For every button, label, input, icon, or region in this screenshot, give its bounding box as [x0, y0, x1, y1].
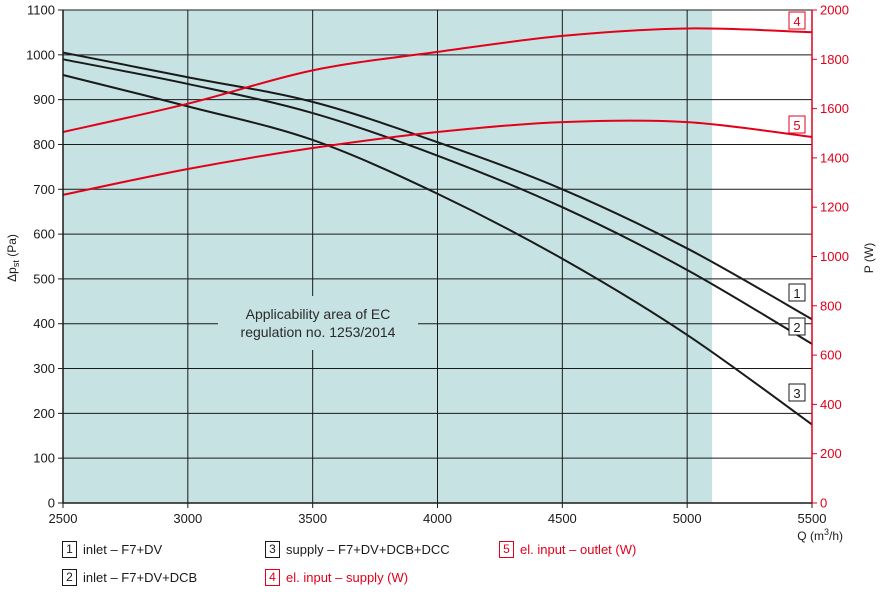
- x-tick-label: 3500: [298, 511, 327, 526]
- y-right-tick-label: 400: [820, 397, 842, 412]
- legend-label-3: supply – F7+DV+DCB+DCC: [286, 542, 450, 557]
- x-tick-label: 5500: [798, 511, 827, 526]
- x-tick-label: 2500: [49, 511, 78, 526]
- legend-item-2: 2 inlet – F7+DV+DCB: [62, 569, 197, 586]
- curve-tag-5: 5: [793, 118, 800, 133]
- curve-tag-box-3: [788, 383, 806, 402]
- legend-badge-2: 2: [62, 569, 77, 586]
- y-left-tick-label: 1000: [26, 47, 55, 62]
- legend-item-4: 4 el. input – supply (W): [265, 569, 408, 586]
- y-left-tick-label: 700: [33, 182, 55, 197]
- x-tick-label: 3000: [173, 511, 202, 526]
- y-right-tick-label: 1000: [820, 249, 849, 264]
- legend-label-4: el. input – supply (W): [286, 570, 409, 585]
- legend-badge-3: 3: [265, 541, 280, 558]
- y-left-tick-label: 0: [48, 496, 55, 511]
- y-right-tick-label: 2000: [820, 3, 849, 18]
- curve-tag-4: 4: [793, 14, 800, 29]
- x-tick-label: 4500: [548, 511, 577, 526]
- area-label-line2: regulation no. 1253/2014: [240, 324, 396, 340]
- y-right-tick-label: 1800: [820, 52, 849, 67]
- y-axis-right-label: P (W): [862, 243, 876, 273]
- curve-tag-box-4: [788, 11, 806, 30]
- y-right-tick-label: 1600: [820, 101, 849, 116]
- y-right-tick-label: 0: [820, 496, 827, 511]
- series-line-1: [62, 51, 813, 321]
- legend-item-1: 1 inlet – F7+DV: [62, 541, 162, 558]
- curve-tag-box-2: [788, 317, 806, 336]
- curve-tag-3: 3: [793, 386, 800, 401]
- y-left-tick-label: 200: [33, 406, 55, 421]
- legend-label-5: el. input – outlet (W): [520, 542, 637, 557]
- legend-badge-5: 5: [499, 541, 514, 558]
- tick-labels: 2500 3000 3500 4000 4500 5000 5500010020030040…: [26, 3, 849, 527]
- y-left-tick-label: 500: [33, 271, 55, 286]
- grid: [62, 9, 813, 504]
- y-axis-left-label: Δpst (Pa): [5, 234, 21, 282]
- series-line-4: [62, 27, 813, 133]
- y-right-tick-label: 1400: [820, 150, 849, 165]
- curve-tags: 1 2 3 4 5: [788, 11, 806, 402]
- x-tick-label: 4000: [423, 511, 452, 526]
- legend-label-2: inlet – F7+DV+DCB: [83, 570, 198, 585]
- curve-tag-box-1: [788, 283, 806, 302]
- area-label-line1: Applicability area of EC: [245, 306, 391, 322]
- x-tick-label: 5000: [673, 511, 702, 526]
- curve-tag-2: 2: [793, 320, 800, 335]
- y-right-tick-label: 800: [820, 298, 842, 313]
- curve-tag-1: 1: [793, 286, 800, 301]
- legend-badge-4: 4: [265, 569, 280, 586]
- y-left-tick-label: 400: [33, 316, 55, 331]
- y-left-tick-label: 300: [33, 361, 55, 376]
- shaded-applicability-area: [63, 10, 713, 503]
- legend-item-3: 3 supply – F7+DV+DCB+DCC: [265, 541, 450, 558]
- legend-label-1: inlet – F7+DV: [83, 542, 163, 557]
- y-left-tick-label: 600: [33, 227, 55, 242]
- y-right-tick-label: 1200: [820, 200, 849, 215]
- legend-badge-1: 1: [62, 541, 77, 558]
- curve-tag-box-5: [788, 115, 806, 134]
- y-right-tick-label: 600: [820, 348, 842, 363]
- y-left-tick-label: 1100: [27, 3, 55, 18]
- y-left-tick-label: 800: [33, 137, 55, 152]
- applicability-area-label: Applicability area of EC regulation no. …: [218, 296, 418, 350]
- y-left-tick-label: 900: [33, 92, 55, 107]
- series-line-3: [62, 74, 813, 426]
- y-left-tick-label: 100: [33, 451, 55, 466]
- series-line-2: [62, 58, 813, 345]
- curves: [62, 27, 813, 426]
- y-right-tick-label: 200: [820, 446, 842, 461]
- series-line-5: [62, 119, 813, 196]
- x-axis-label: Q (m3/h): [797, 527, 843, 543]
- legend-item-5: 5 el. input – outlet (W): [499, 541, 636, 558]
